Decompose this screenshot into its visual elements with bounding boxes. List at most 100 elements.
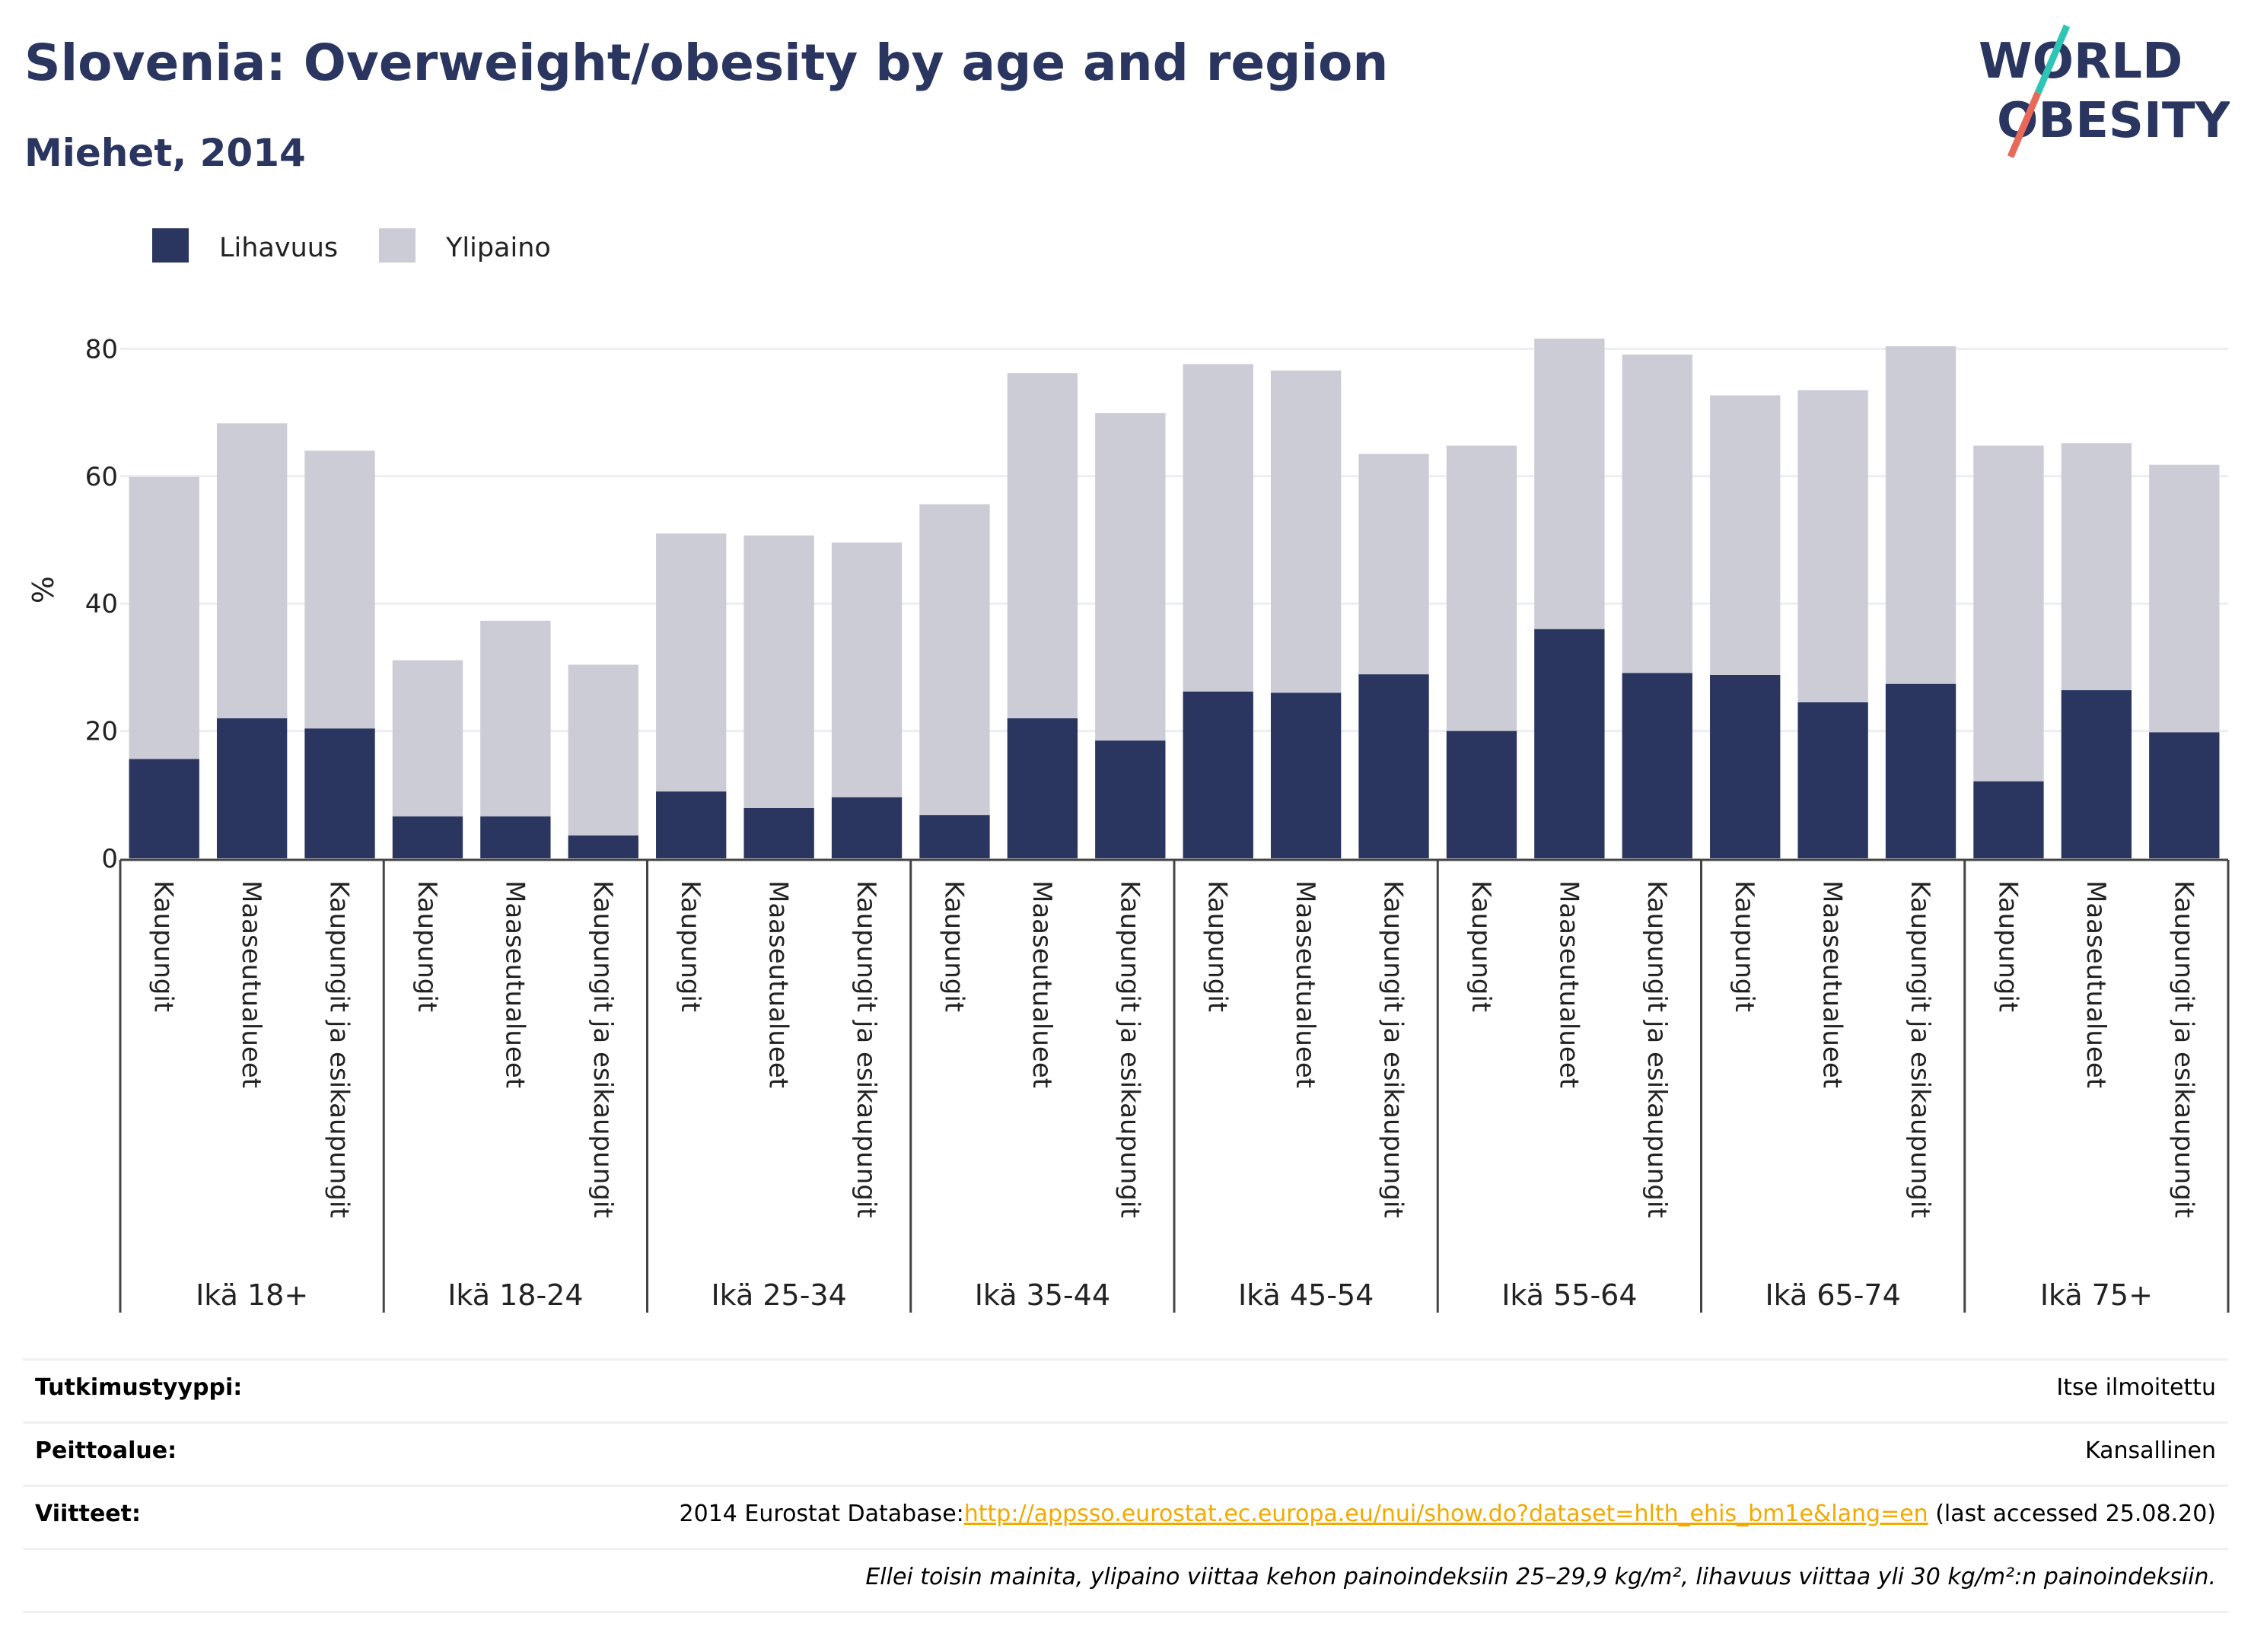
x-tick-label: Maaseutualueet bbox=[499, 880, 530, 1088]
chart-subtitle: Miehet, 2014 bbox=[24, 131, 306, 175]
bar-lihavuus bbox=[1710, 674, 1781, 858]
x-tick-label: Maaseutualueet bbox=[1817, 880, 1848, 1088]
bar-ylipaino bbox=[392, 660, 463, 816]
x-tick-label: Kaupungit bbox=[675, 880, 705, 1012]
bar-lihavuus bbox=[831, 797, 903, 858]
group-label: Ikä 55-64 bbox=[1501, 1278, 1637, 1312]
y-tick-label: 0 bbox=[101, 844, 118, 874]
x-tick-label: Kaupungit bbox=[1992, 880, 2023, 1012]
x-tick-label: Maaseutualueet bbox=[1553, 880, 1584, 1088]
references-suffix: (last accessed 25.08.20) bbox=[1928, 1501, 2216, 1527]
x-tick-label: Kaupungit ja esikaupungit bbox=[587, 880, 618, 1218]
legend-swatch-ylipaino bbox=[379, 228, 415, 263]
bar-lihavuus bbox=[1007, 718, 1078, 858]
bar-ylipaino bbox=[1797, 390, 1868, 702]
references-label: Viitteet: bbox=[35, 1501, 141, 1527]
study-type-value: Itse ilmoitettu bbox=[2056, 1374, 2216, 1401]
bar-lihavuus bbox=[1183, 691, 1253, 858]
bar-lihavuus bbox=[129, 759, 199, 858]
logo-coral-stroke bbox=[2007, 91, 2042, 158]
info-row-references: Viitteet: 2014 Eurostat Database:http://… bbox=[23, 1485, 2228, 1548]
bar-ylipaino bbox=[1885, 346, 1956, 684]
bar-chart: 0 20 40 60 80% Lihavuus Ylipaino Kaupungit Maase… bbox=[27, 228, 2230, 1313]
coverage-label: Peittoalue: bbox=[35, 1437, 177, 1464]
bar-lihavuus bbox=[1446, 731, 1517, 858]
y-tick-label: 80 bbox=[85, 334, 118, 364]
y-tick-label: 20 bbox=[85, 717, 118, 747]
bar-ylipaino bbox=[1622, 354, 1692, 673]
x-tick-label: Kaupungit bbox=[412, 880, 442, 1012]
bar-lihavuus bbox=[304, 728, 375, 858]
bar-ylipaino bbox=[1007, 373, 1078, 718]
group-label: Ikä 35-44 bbox=[975, 1278, 1110, 1312]
x-tick-label: Maaseutualueet bbox=[763, 880, 794, 1088]
logo-line-1: WORLD bbox=[1979, 33, 2183, 90]
group-label: Ikä 65-74 bbox=[1765, 1278, 1900, 1312]
bar-lihavuus bbox=[568, 835, 638, 858]
x-tick-label: Maaseutualueet bbox=[1027, 880, 1057, 1088]
bar-lihavuus bbox=[216, 718, 288, 858]
bar-lihavuus bbox=[1622, 673, 1692, 858]
x-tick-label: Kaupungit bbox=[1466, 880, 1496, 1012]
bar-ylipaino bbox=[1534, 339, 1605, 629]
bar-lihavuus bbox=[2061, 690, 2132, 858]
bar-ylipaino bbox=[568, 664, 638, 836]
bar-lihavuus bbox=[1095, 740, 1166, 858]
study-type-label: Tutkimustyyppi: bbox=[35, 1374, 243, 1401]
references-prefix: 2014 Eurostat Database: bbox=[679, 1501, 964, 1527]
y-tick-label: 40 bbox=[85, 589, 118, 619]
group-label: Ikä 45-54 bbox=[1238, 1278, 1374, 1312]
y-tick-label: 60 bbox=[85, 462, 118, 492]
references-value: 2014 Eurostat Database:http://appsso.eur… bbox=[680, 1501, 2216, 1527]
x-tick-label: Maaseutualueet bbox=[236, 880, 266, 1088]
bar-lihavuus bbox=[656, 791, 727, 858]
bar-ylipaino bbox=[216, 423, 288, 718]
x-tick-label: Maaseutualueet bbox=[1290, 880, 1320, 1088]
x-tick-label: Kaupungit bbox=[1202, 880, 1233, 1012]
bar-ylipaino bbox=[1270, 370, 1342, 693]
group-label: Ikä 18-24 bbox=[447, 1278, 583, 1312]
group-label: Ikä 75+ bbox=[2040, 1278, 2153, 1312]
bar-ylipaino bbox=[1095, 412, 1166, 741]
info-row-coverage: Peittoalue: Kansallinen bbox=[23, 1421, 2228, 1485]
bar-lihavuus bbox=[1885, 683, 1956, 858]
info-row-note: Ellei toisin mainita, ylipaino viittaa k… bbox=[23, 1548, 2228, 1613]
coverage-value: Kansallinen bbox=[2084, 1437, 2216, 1464]
references-link[interactable]: http://appsso.eurostat.ec.europa.eu/nui/… bbox=[963, 1501, 1928, 1527]
bar-ylipaino bbox=[129, 476, 199, 759]
chart-title: Slovenia: Overweight/obesity by age and … bbox=[24, 33, 1389, 92]
legend-swatch-lihavuus bbox=[152, 228, 189, 263]
bar-lihavuus bbox=[919, 815, 990, 858]
info-table: Tutkimustyyppi: Itse ilmoitettu Peittoal… bbox=[23, 1358, 2228, 1613]
x-tick-label: Kaupungit ja esikaupungit bbox=[1378, 880, 1409, 1218]
bar-lihavuus bbox=[1973, 781, 2044, 858]
bar-lihavuus bbox=[1358, 674, 1429, 858]
bar-ylipaino bbox=[1358, 454, 1429, 675]
x-tick-label: Kaupungit ja esikaupungit bbox=[1641, 880, 1672, 1218]
bar-lihavuus bbox=[1797, 702, 1868, 858]
x-tick-label: Kaupungit ja esikaupungit bbox=[324, 880, 355, 1218]
y-axis-label: % bbox=[27, 576, 60, 603]
info-row-study-type: Tutkimustyyppi: Itse ilmoitettu bbox=[23, 1358, 2228, 1421]
group-label: Ikä 25-34 bbox=[711, 1278, 846, 1312]
world-obesity-logo: WORLD OBESITY bbox=[1979, 24, 2230, 158]
bar-lihavuus bbox=[2149, 732, 2220, 858]
bar-ylipaino bbox=[1710, 395, 1781, 675]
x-tick-label: Kaupungit ja esikaupungit bbox=[2168, 880, 2198, 1218]
bar-lihavuus bbox=[1270, 692, 1342, 858]
bar-ylipaino bbox=[2061, 443, 2132, 691]
bar-ylipaino bbox=[919, 504, 990, 816]
bar-lihavuus bbox=[480, 816, 551, 858]
bar-ylipaino bbox=[743, 535, 814, 808]
x-tick-label: Kaupungit bbox=[1729, 880, 1759, 1012]
x-tick-label: Maaseutualueet bbox=[2081, 880, 2111, 1088]
bar-lihavuus bbox=[1534, 629, 1605, 858]
bar-ylipaino bbox=[1973, 445, 2044, 781]
bar-ylipaino bbox=[2149, 464, 2220, 733]
bar-lihavuus bbox=[743, 807, 814, 858]
bar-ylipaino bbox=[1183, 364, 1253, 692]
bar-ylipaino bbox=[1446, 445, 1517, 731]
bar-ylipaino bbox=[304, 450, 375, 729]
logo-teal-stroke bbox=[2034, 24, 2071, 94]
bar-ylipaino bbox=[480, 620, 551, 816]
